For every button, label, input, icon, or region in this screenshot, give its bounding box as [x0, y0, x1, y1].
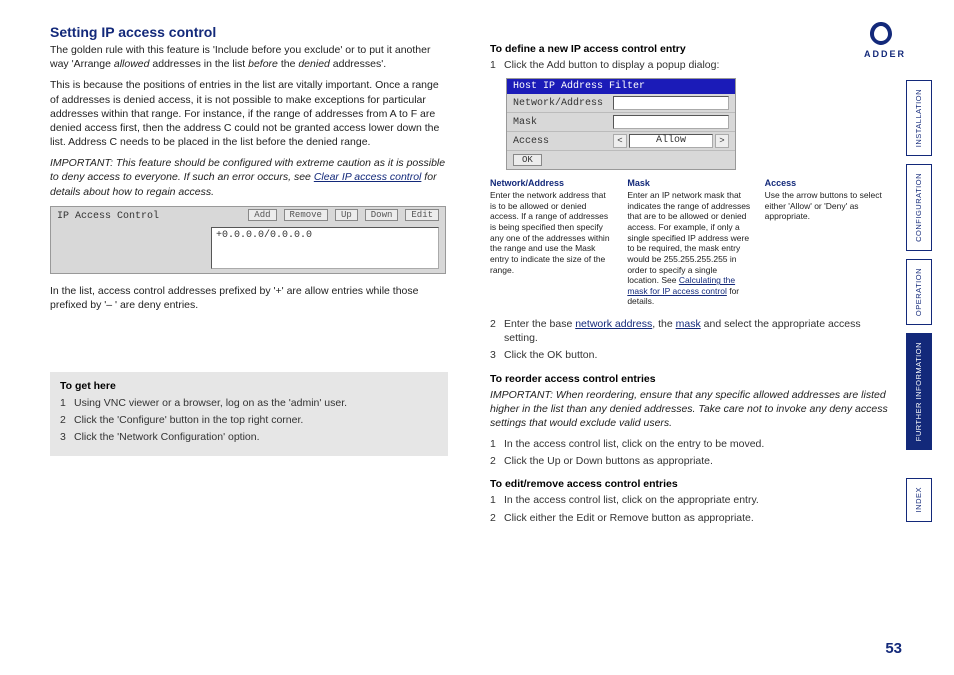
dialog-title: Host IP Address Filter [507, 79, 735, 94]
network-address-field[interactable] [613, 96, 729, 110]
gethere-step: Click the 'Configure' button in the top … [60, 413, 438, 427]
prev-arrow-button[interactable]: < [613, 134, 627, 148]
nav-operation[interactable]: OPERATION [906, 259, 932, 325]
left-column: The golden rule with this feature is 'In… [50, 43, 448, 456]
network-address-link[interactable]: network address [575, 318, 652, 330]
reorder-step: In the access control list, click on the… [490, 437, 888, 451]
host-ip-filter-dialog: Host IP Address Filter Network/Address M… [506, 78, 736, 170]
clear-ip-link[interactable]: Clear IP access control [314, 171, 422, 183]
nav-configuration[interactable]: CONFIGURATION [906, 164, 932, 251]
down-button[interactable]: Down [365, 209, 399, 221]
side-navigation: INSTALLATION CONFIGURATION OPERATION FUR… [906, 80, 932, 530]
mask-field[interactable] [613, 115, 729, 129]
define-step-3: Click the OK button. [490, 348, 888, 362]
gethere-step: Using VNC viewer or a browser, log on as… [60, 396, 438, 410]
define-step-1: Click the Add button to display a popup … [490, 58, 888, 72]
network-address-heading: Network/Address [490, 178, 613, 188]
network-address-desc: Enter the network address that is to be … [490, 190, 613, 275]
page-title: Setting IP access control [50, 24, 888, 40]
ok-button[interactable]: OK [513, 154, 542, 166]
ip-panel-label: IP Access Control [57, 211, 159, 222]
ip-access-control-panel: IP Access Control Add Remove Up Down Edi… [50, 206, 446, 274]
access-heading: Access [765, 178, 888, 188]
ip-list[interactable]: +0.0.0.0/0.0.0.0 [211, 227, 439, 269]
gethere-title: To get here [60, 380, 438, 392]
add-button[interactable]: Add [248, 209, 276, 221]
reorder-step: Click the Up or Down buttons as appropri… [490, 454, 888, 468]
nav-installation[interactable]: INSTALLATION [906, 80, 932, 156]
definitions-row: Network/Address Enter the network addres… [490, 178, 888, 307]
edit-step: In the access control list, click on the… [490, 493, 888, 507]
network-address-label: Network/Address [513, 98, 613, 109]
edit-title: To edit/remove access control entries [490, 478, 888, 490]
important-note: IMPORTANT: This feature should be config… [50, 156, 448, 199]
adder-logo: ADDER [864, 20, 906, 59]
mask-desc: Enter an IP network mask that indicates … [627, 190, 750, 307]
access-label: Access [513, 136, 613, 147]
right-column: To define a new IP access control entry … [490, 43, 888, 528]
access-desc: Use the arrow buttons to select either '… [765, 190, 888, 222]
reorder-note: IMPORTANT: When reordering, ensure that … [490, 388, 888, 431]
edit-button[interactable]: Edit [405, 209, 439, 221]
mask-label: Mask [513, 117, 613, 128]
mask-link[interactable]: mask [676, 318, 701, 330]
remove-button[interactable]: Remove [284, 209, 328, 221]
gethere-step: Click the 'Network Configuration' option… [60, 430, 438, 444]
reorder-title: To reorder access control entries [490, 373, 888, 385]
define-step-2: Enter the base network address, the mask… [490, 317, 888, 345]
prefix-note: In the list, access control addresses pr… [50, 284, 448, 312]
nav-further-information[interactable]: FURTHER INFORMATION [906, 333, 932, 450]
next-arrow-button[interactable]: > [715, 134, 729, 148]
edit-step: Click either the Edit or Remove button a… [490, 511, 888, 525]
nav-index[interactable]: INDEX [906, 478, 932, 521]
mask-heading: Mask [627, 178, 750, 188]
page-number: 53 [885, 640, 902, 657]
to-get-here-box: To get here Using VNC viewer or a browse… [50, 372, 448, 456]
access-value: Allow [629, 134, 713, 148]
define-title: To define a new IP access control entry [490, 43, 888, 55]
explanation-paragraph: This is because the positions of entries… [50, 78, 448, 149]
intro-paragraph: The golden rule with this feature is 'In… [50, 43, 448, 71]
up-button[interactable]: Up [335, 209, 358, 221]
